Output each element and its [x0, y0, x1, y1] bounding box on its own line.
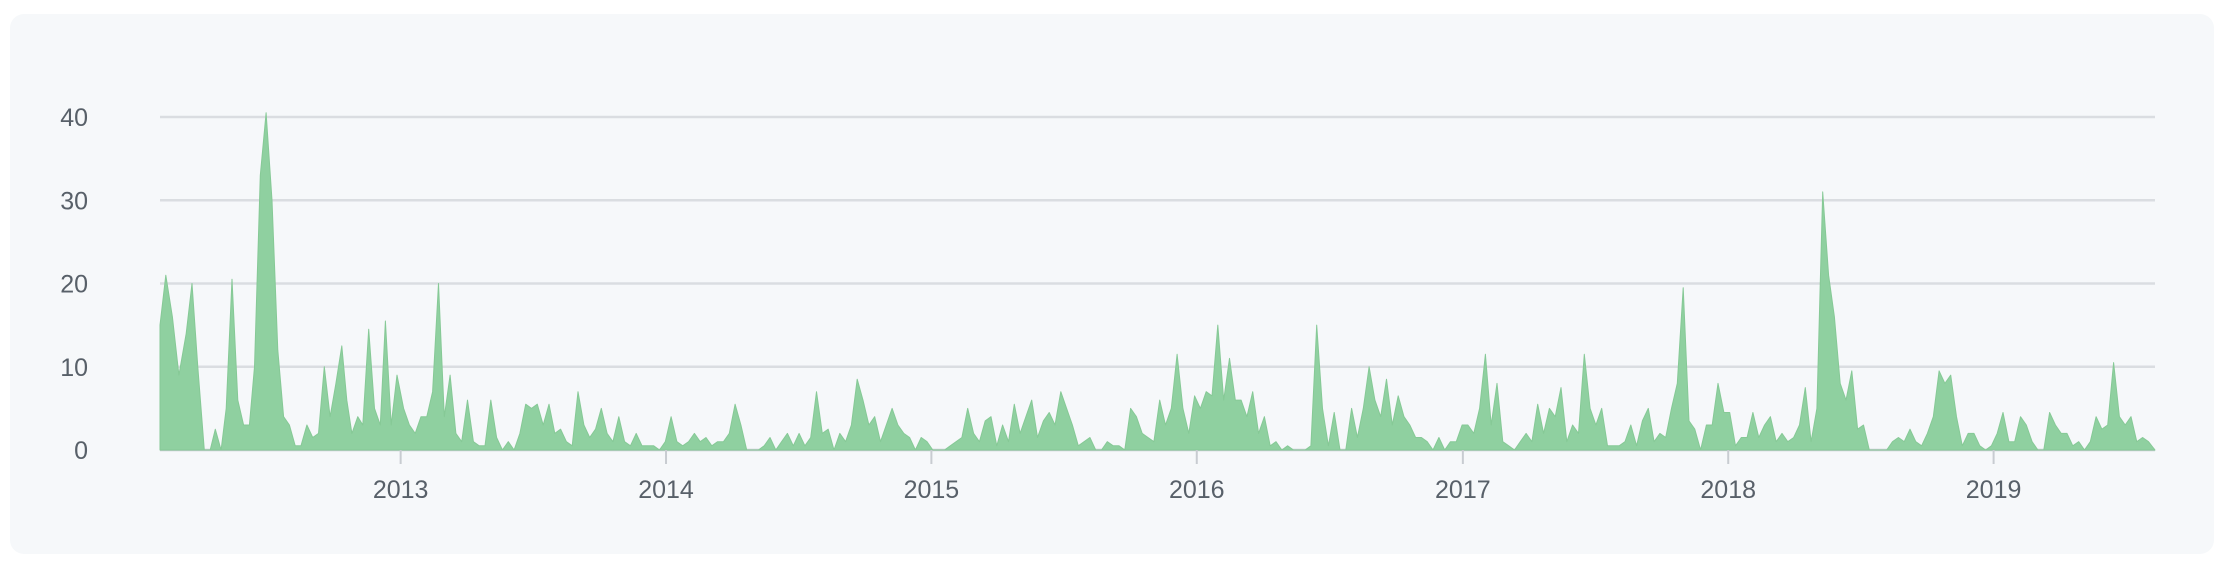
contribution-area — [159, 112, 2156, 451]
y-tick-label-40: 40 — [60, 104, 88, 132]
gridlines — [160, 115, 2155, 452]
x-tick-label-2016: 2016 — [1169, 476, 1225, 504]
x-tick-label-2018: 2018 — [1700, 476, 1756, 504]
area-layer — [159, 112, 2156, 451]
y-tick-label-30: 30 — [60, 187, 88, 215]
x-tick-label-2015: 2015 — [904, 476, 960, 504]
x-tick-label-2014: 2014 — [638, 476, 694, 504]
x-tick-label-2019: 2019 — [1966, 476, 2022, 504]
x-axis: 2013 2014 2015 2016 2017 2018 2019 — [373, 450, 2022, 504]
y-axis-labels: 0 10 20 30 40 — [60, 104, 88, 465]
y-tick-label-20: 20 — [60, 271, 88, 299]
x-tick-label-2017: 2017 — [1435, 476, 1491, 504]
y-tick-label-10: 10 — [60, 354, 88, 382]
y-tick-label-0: 0 — [74, 437, 88, 465]
x-tick-label-2013: 2013 — [373, 476, 429, 504]
